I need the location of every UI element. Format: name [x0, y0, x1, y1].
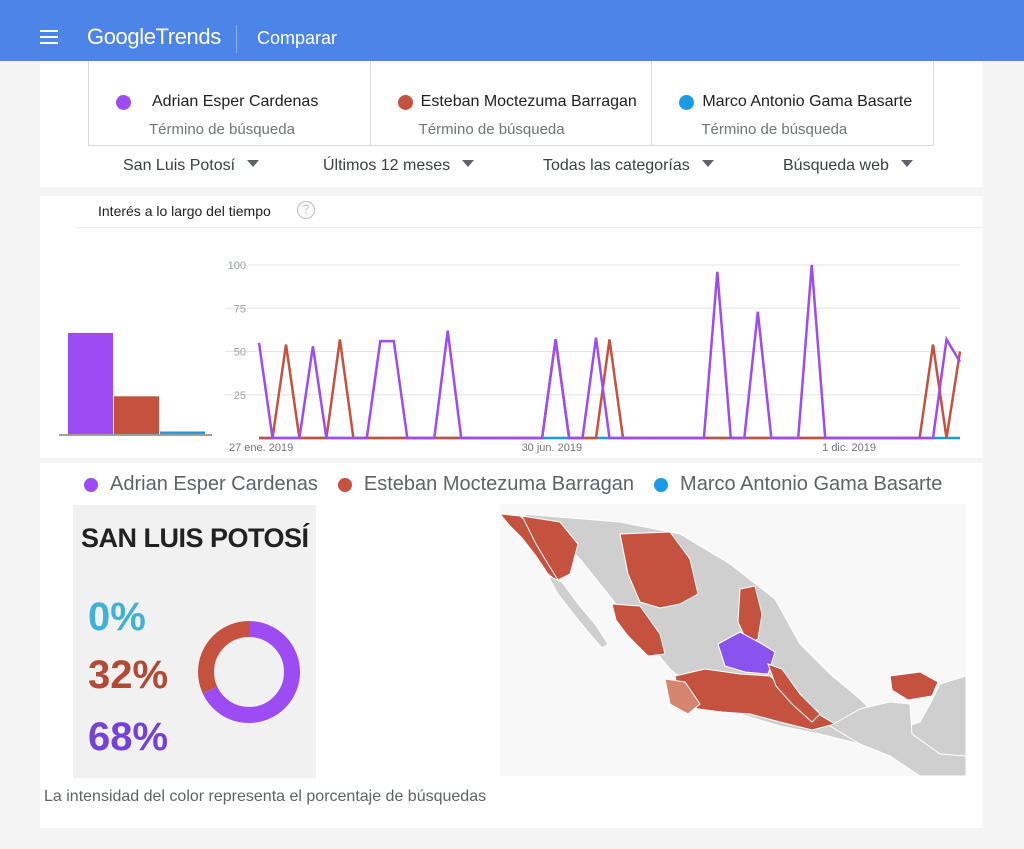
mexico-map[interactable]	[500, 504, 966, 776]
term-marco[interactable]: Marco Antonio Gama Basarte Término de bú…	[652, 61, 933, 145]
y-tick-label: 50	[234, 347, 246, 359]
term-color-dot	[116, 95, 131, 110]
region-yucatan	[889, 671, 939, 701]
share-donut	[198, 621, 300, 723]
chevron-down-icon	[462, 160, 475, 168]
region-southeast	[829, 701, 966, 776]
region-summary: SAN LUIS POTOSÍ 0% 32% 68%	[73, 505, 316, 778]
help-icon[interactable]: ?	[297, 201, 315, 219]
term-color-dot	[679, 95, 695, 110]
map-footnote: La intensidad del color representa el po…	[44, 788, 487, 805]
term-type: Término de búsqueda	[149, 121, 295, 138]
search-terms: Adrian Esper Cardenas Término de búsqued…	[88, 61, 934, 146]
avg-bar-1	[114, 396, 159, 435]
y-tick-label: 100	[228, 260, 246, 272]
term-color-dot	[397, 95, 413, 110]
mexico-map-svg	[500, 513, 966, 776]
region-nuevo-leon	[737, 585, 763, 645]
pct-marco: 0%	[88, 595, 146, 639]
legend-item-esteban[interactable]: Esteban Moctezuma Barragan	[337, 473, 634, 496]
interest-chart: 25 50 75 100 27 ene. 2019 30 jun. 2019 1 dic.…	[59, 260, 962, 454]
term-adrian[interactable]: Adrian Esper Cardenas Término de búsqued…	[89, 61, 371, 145]
region-jalisco	[664, 678, 701, 715]
legend-dot	[337, 477, 352, 492]
interest-over-time-card: Interés a lo largo del tiempo ? 25 50 75 10…	[40, 196, 983, 458]
avg-bar-0	[68, 332, 113, 435]
term-name: Esteban Moctezuma Barragan	[420, 93, 637, 110]
y-tick-label: 75	[234, 303, 246, 315]
chart-legend: Adrian Esper Cardenas Esteban Moctezuma …	[84, 473, 942, 496]
term-esteban[interactable]: Esteban Moctezuma Barragan Término de bú…	[371, 61, 653, 145]
region-title: SAN LUIS POTOSÍ	[81, 523, 309, 553]
donut-slice-1	[198, 621, 300, 723]
chevron-down-icon	[247, 160, 260, 168]
legend-item-marco[interactable]: Marco Antonio Gama Basarte	[654, 473, 942, 496]
app-bar: GoogleTrends Comparar	[0, 0, 1024, 61]
legend-dot	[84, 477, 98, 492]
menu-icon[interactable]	[40, 30, 60, 44]
region-sonora	[521, 515, 579, 581]
region-veracruz	[767, 663, 821, 723]
chevron-down-icon	[701, 160, 714, 168]
pct-adrian: 68%	[88, 715, 169, 759]
term-type: Término de búsqueda	[701, 121, 848, 138]
region-chihuahua	[619, 531, 699, 609]
legend-item-adrian[interactable]: Adrian Esper Cardenas	[84, 473, 318, 496]
region-dropdown[interactable]: San Luis Potosí	[123, 157, 260, 175]
pct-esteban: 32%	[88, 653, 169, 697]
page-title: Comparar	[257, 28, 338, 48]
chevron-down-icon	[900, 160, 913, 168]
chart-grid: 25 50 75 100	[225, 260, 960, 439]
interest-title: Interés a lo largo del tiempo	[98, 203, 271, 219]
appbar-divider	[236, 25, 237, 53]
x-axis-labels: 27 ene. 2019 30 jun. 2019 1 dic. 2019	[229, 442, 876, 454]
term-type: Término de búsqueda	[418, 121, 565, 138]
filter-bar: San Luis Potosí Últimos 12 meses Todas l…	[40, 157, 983, 181]
region-sinaloa	[611, 603, 666, 657]
avg-bar-2	[160, 431, 205, 435]
term-name: Marco Antonio Gama Basarte	[702, 93, 913, 110]
average-bars	[59, 332, 212, 436]
region-central-south	[674, 668, 837, 731]
x-tick-label: 1 dic. 2019	[822, 442, 876, 454]
category-dropdown[interactable]: Todas las categorías	[543, 157, 714, 175]
legend-dot	[654, 477, 669, 492]
x-tick-label: 27 ene. 2019	[229, 442, 293, 454]
search-type-dropdown[interactable]: Búsqueda web	[783, 157, 913, 175]
series-line-1	[259, 339, 962, 440]
term-name: Adrian Esper Cardenas	[152, 93, 319, 110]
region-baja-california-sur	[546, 574, 609, 649]
google-trends-logo[interactable]: GoogleTrends	[87, 24, 221, 49]
x-tick-label: 30 jun. 2019	[522, 442, 583, 454]
series-line-0	[257, 264, 962, 440]
region-comparison-card: Adrian Esper Cardenas Esteban Moctezuma …	[40, 463, 983, 828]
compare-card: Adrian Esper Cardenas Término de búsqued…	[40, 61, 983, 187]
y-tick-label: 25	[234, 390, 246, 402]
period-dropdown[interactable]: Últimos 12 meses	[323, 157, 475, 175]
chart-lines	[257, 264, 962, 440]
divider	[75, 227, 983, 228]
region-san-luis-potosi	[717, 631, 776, 675]
